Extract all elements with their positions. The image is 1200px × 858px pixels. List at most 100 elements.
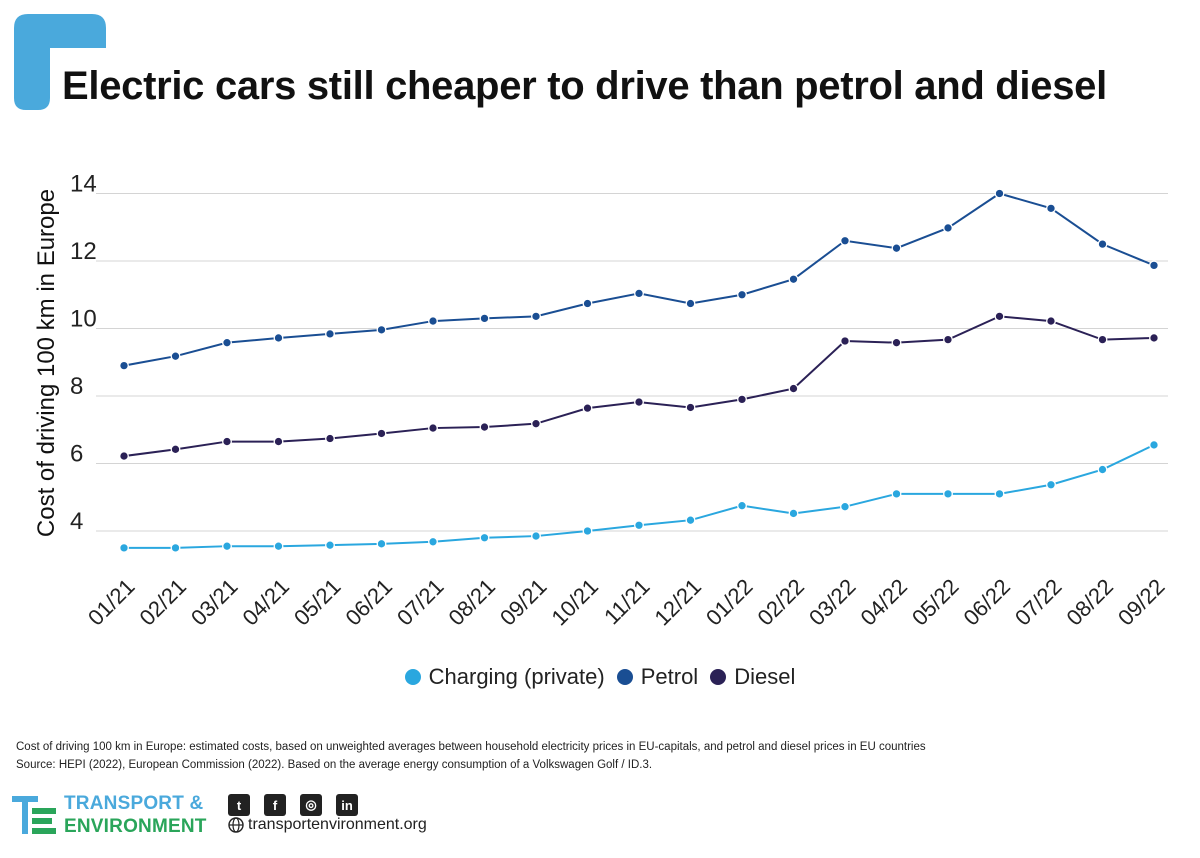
series-layer xyxy=(119,188,1159,553)
te-logo-icon xyxy=(12,796,56,834)
grid-lines xyxy=(96,193,1168,532)
y-tick-label-6: 6 xyxy=(70,441,83,468)
data-point-charging-13 xyxy=(788,508,799,519)
x-tick-label-15: 04/22 xyxy=(855,574,912,631)
x-axis-ticks: 01/2102/2103/2104/2105/2106/2107/2108/21… xyxy=(83,574,1170,631)
data-point-charging-2 xyxy=(222,541,232,552)
linkedin-icon[interactable]: in xyxy=(336,794,358,816)
chart-notes: Cost of driving 100 km in Europe: estima… xyxy=(16,738,926,774)
x-tick-label-20: 09/22 xyxy=(1113,574,1170,631)
data-point-diesel-6 xyxy=(428,423,438,434)
data-point-charging-10 xyxy=(634,520,644,531)
data-point-charging-9 xyxy=(582,526,593,536)
data-point-charging-6 xyxy=(428,536,438,547)
x-tick-label-10: 11/21 xyxy=(599,574,654,629)
data-point-charging-11 xyxy=(685,515,696,526)
x-tick-label-3: 04/21 xyxy=(237,574,294,631)
y-tick-label-10: 10 xyxy=(70,306,97,333)
x-tick-label-1: 02/21 xyxy=(134,574,191,631)
data-point-diesel-8 xyxy=(531,418,541,429)
legend-item-diesel: Diesel xyxy=(710,664,795,690)
data-point-charging-7 xyxy=(479,532,490,543)
data-point-petrol-6 xyxy=(428,316,438,327)
data-point-charging-17 xyxy=(994,488,1005,499)
legend-label-petrol: Petrol xyxy=(640,664,699,689)
x-tick-label-9: 10/21 xyxy=(546,574,603,631)
x-tick-label-17: 06/22 xyxy=(958,574,1015,631)
y-tick-label-8: 8 xyxy=(70,373,83,400)
x-tick-label-4: 05/21 xyxy=(289,574,346,631)
data-point-petrol-17 xyxy=(994,188,1005,199)
data-point-petrol-0 xyxy=(119,360,129,371)
data-point-petrol-7 xyxy=(479,313,490,324)
chart-legend: Charging (private) Petrol Diesel xyxy=(0,664,1200,690)
x-tick-label-18: 07/22 xyxy=(1010,574,1067,631)
data-point-charging-0 xyxy=(119,542,129,553)
data-point-diesel-15 xyxy=(891,337,902,348)
website-link[interactable]: transportenvironment.org xyxy=(228,816,427,834)
legend-dot-petrol xyxy=(616,669,633,685)
legend-label-diesel: Diesel xyxy=(734,664,796,689)
data-point-charging-15 xyxy=(891,488,902,499)
instagram-icon[interactable]: ◎ xyxy=(300,794,322,816)
data-point-petrol-5 xyxy=(376,324,387,335)
x-tick-label-7: 08/21 xyxy=(443,574,500,631)
facebook-icon[interactable]: f xyxy=(264,794,286,816)
legend-dot-diesel xyxy=(710,669,727,685)
y-tick-label-4: 4 xyxy=(70,508,83,535)
page-title: Electric cars still cheaper to drive tha… xyxy=(62,64,1107,108)
globe-icon xyxy=(228,817,244,833)
data-point-diesel-11 xyxy=(685,402,696,413)
legend-dot-charging xyxy=(404,669,421,685)
x-tick-label-13: 02/22 xyxy=(752,574,809,631)
x-tick-label-6: 07/21 xyxy=(392,574,449,631)
data-point-diesel-10 xyxy=(634,397,644,408)
website-text: transportenvironment.org xyxy=(248,816,427,833)
data-point-diesel-14 xyxy=(840,336,850,346)
data-point-diesel-12 xyxy=(737,394,747,405)
x-tick-label-5: 06/21 xyxy=(340,574,397,631)
data-point-diesel-7 xyxy=(479,422,490,433)
data-point-petrol-14 xyxy=(840,235,850,246)
brand-name: TRANSPORT & ENVIRONMENT xyxy=(64,792,207,838)
data-point-diesel-19 xyxy=(1097,334,1108,345)
data-point-charging-14 xyxy=(840,501,850,512)
data-point-diesel-18 xyxy=(1046,316,1056,327)
data-point-diesel-13 xyxy=(788,383,799,394)
y-tick-label-14: 14 xyxy=(70,171,97,198)
social-links: t f ◎ in xyxy=(228,794,358,816)
data-point-petrol-19 xyxy=(1097,239,1108,250)
brand-line-1: TRANSPORT & xyxy=(64,793,204,814)
note-description: Cost of driving 100 km in Europe: estima… xyxy=(16,741,926,753)
data-point-petrol-18 xyxy=(1046,203,1056,214)
y-axis-label: Cost of driving 100 km in Europe xyxy=(33,189,60,537)
data-point-petrol-20 xyxy=(1149,260,1159,271)
twitter-icon[interactable]: t xyxy=(228,794,250,816)
data-point-charging-4 xyxy=(325,540,335,551)
data-point-petrol-4 xyxy=(325,328,335,339)
data-point-diesel-9 xyxy=(582,403,593,414)
data-point-petrol-13 xyxy=(788,274,799,285)
legend-item-charging: Charging (private) xyxy=(404,664,605,690)
x-tick-label-16: 05/22 xyxy=(907,574,964,631)
footer: TRANSPORT & ENVIRONMENT t f ◎ in transpo… xyxy=(12,790,712,850)
y-axis-ticks: 4 6 8 10 12 14 xyxy=(70,171,97,536)
data-point-petrol-2 xyxy=(222,337,232,348)
data-point-diesel-5 xyxy=(376,428,387,439)
legend-label-charging: Charging (private) xyxy=(428,664,605,689)
data-point-petrol-9 xyxy=(582,298,593,309)
data-point-charging-16 xyxy=(943,488,953,499)
data-point-diesel-17 xyxy=(994,311,1005,322)
data-point-diesel-0 xyxy=(119,451,129,462)
note-source: Source: HEPI (2022), European Commission… xyxy=(16,759,653,771)
data-point-petrol-1 xyxy=(170,351,181,362)
x-tick-label-14: 03/22 xyxy=(804,574,861,631)
x-tick-label-11: 12/21 xyxy=(649,574,706,631)
data-point-petrol-10 xyxy=(634,288,644,299)
data-point-charging-12 xyxy=(737,500,747,511)
data-point-petrol-15 xyxy=(891,243,902,254)
data-point-charging-19 xyxy=(1097,464,1108,475)
x-tick-label-0: 01/21 xyxy=(83,574,140,631)
y-tick-label-12: 12 xyxy=(70,238,97,265)
corner-accent-mark xyxy=(14,14,106,110)
